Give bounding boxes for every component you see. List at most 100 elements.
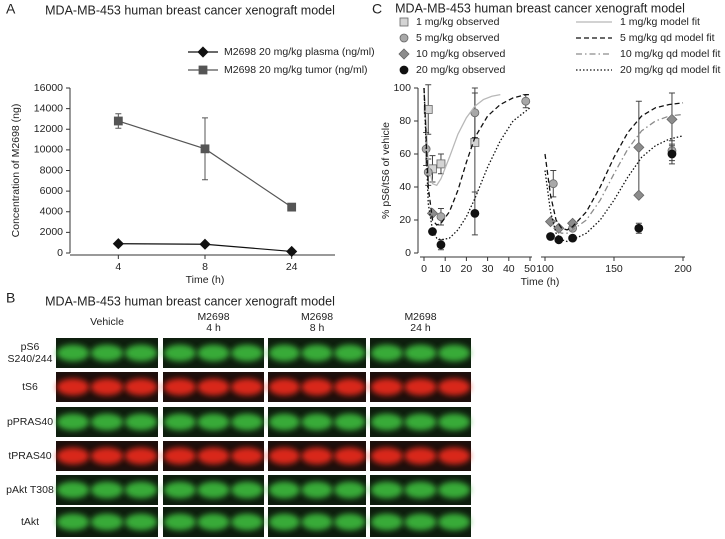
legend-marker — [399, 65, 409, 75]
data-point — [470, 208, 480, 218]
data-point — [112, 238, 124, 250]
y-tick-label: 8000 — [40, 164, 64, 176]
data-point — [553, 222, 565, 234]
data-point — [436, 159, 446, 169]
blot-band — [370, 378, 403, 396]
blot-band — [404, 513, 437, 531]
blot-band — [404, 344, 437, 362]
y-axis-label: Concentration of M2698 (ng) — [10, 104, 22, 238]
blot-band — [124, 378, 158, 396]
blot-band — [90, 378, 124, 396]
data-point — [200, 144, 210, 154]
blot-band — [370, 447, 403, 465]
y-tick-label: 20 — [399, 214, 411, 226]
group-label: M2698 — [301, 311, 333, 323]
row-label: S240/244 — [8, 353, 53, 365]
x-tick-label: 20 — [461, 263, 473, 275]
blot-band — [268, 378, 301, 396]
blot-band — [268, 344, 301, 362]
blot-band — [56, 344, 90, 362]
blot-band — [231, 447, 264, 465]
blot-band — [438, 481, 471, 499]
legend-marker — [197, 46, 209, 58]
blot-band — [197, 513, 230, 531]
model-fit-line — [423, 87, 684, 231]
blot-band — [90, 344, 124, 362]
legend-marker — [399, 17, 409, 27]
legend-marker — [198, 65, 208, 75]
y-tick-label: 80 — [399, 115, 411, 127]
blot-band — [333, 447, 366, 465]
blot-band — [231, 378, 264, 396]
blot-band — [301, 481, 333, 499]
blot-band — [333, 378, 366, 396]
model-fit-line — [549, 113, 684, 234]
x-tick-label: 150 — [605, 263, 623, 275]
blot-band — [438, 513, 471, 531]
blot-band — [333, 413, 366, 431]
legend-marker — [399, 33, 409, 43]
blot-band — [333, 344, 366, 362]
blot-band — [90, 513, 124, 531]
blot-band — [56, 481, 90, 499]
group-label: Vehicle — [90, 316, 124, 328]
blot-band — [438, 413, 471, 431]
data-point — [521, 96, 531, 106]
data-point — [633, 141, 645, 153]
legend-label: M2698 20 mg/kg plasma (ng/ml) — [224, 46, 375, 58]
blot-band — [268, 447, 301, 465]
data-point — [546, 232, 555, 241]
data-point — [544, 216, 557, 228]
data-point — [436, 212, 446, 222]
blot-band — [124, 344, 158, 362]
data-point — [554, 235, 564, 245]
row-label: tPRAS40 — [8, 450, 51, 462]
data-point — [634, 223, 644, 233]
y-tick-label: 14000 — [34, 102, 63, 114]
blot-band — [404, 378, 437, 396]
y-tick-label: 0 — [405, 247, 411, 259]
x-tick-label: 24 — [286, 261, 298, 273]
legend-label: 5 mg/kg qd model fit — [620, 32, 715, 44]
x-tick-label: 40 — [503, 263, 515, 275]
row-label: tAkt — [21, 516, 39, 528]
x-tick-label: 4 — [115, 261, 121, 273]
blot-band — [197, 481, 230, 499]
legend-marker — [398, 48, 410, 60]
blot-band — [404, 413, 437, 431]
model-fit-line — [423, 87, 501, 187]
group-label: 4 h — [206, 322, 221, 334]
legend-label: 1 mg/kg observed — [416, 16, 500, 28]
panel-label: C — [372, 1, 382, 17]
y-tick-label: 0 — [57, 247, 63, 259]
blot-band — [404, 481, 437, 499]
blot-band — [197, 413, 230, 431]
blot-band — [301, 413, 333, 431]
y-tick-label: 6000 — [40, 185, 64, 197]
y-axis-label: % pS6/tS6 of vehicle — [380, 122, 392, 219]
blot-band — [56, 447, 90, 465]
blot-band — [231, 481, 264, 499]
y-tick-label: 10000 — [34, 144, 63, 156]
data-point — [666, 113, 678, 125]
chart-title: MDA-MB-453 human breast cancer xenograft… — [45, 3, 335, 17]
blot-band — [301, 344, 333, 362]
blot-band — [438, 344, 471, 362]
panel-label: B — [6, 290, 15, 306]
x-axis-label: Time (h) — [186, 274, 225, 286]
legend-label: 10 mg/kg observed — [416, 48, 505, 60]
data-point — [548, 179, 558, 189]
data-point — [287, 202, 297, 212]
blot-band — [197, 447, 230, 465]
blot-band — [163, 513, 196, 531]
blot-band — [268, 413, 301, 431]
legend-label: M2698 20 mg/kg tumor (ng/ml) — [224, 64, 368, 76]
y-tick-label: 100 — [393, 82, 411, 94]
data-point — [633, 189, 645, 201]
blot-band — [163, 447, 196, 465]
row-label: pPRAS40 — [7, 416, 53, 428]
x-tick-label: 200 — [674, 263, 692, 275]
blot-band — [56, 513, 90, 531]
blot-band — [197, 378, 230, 396]
